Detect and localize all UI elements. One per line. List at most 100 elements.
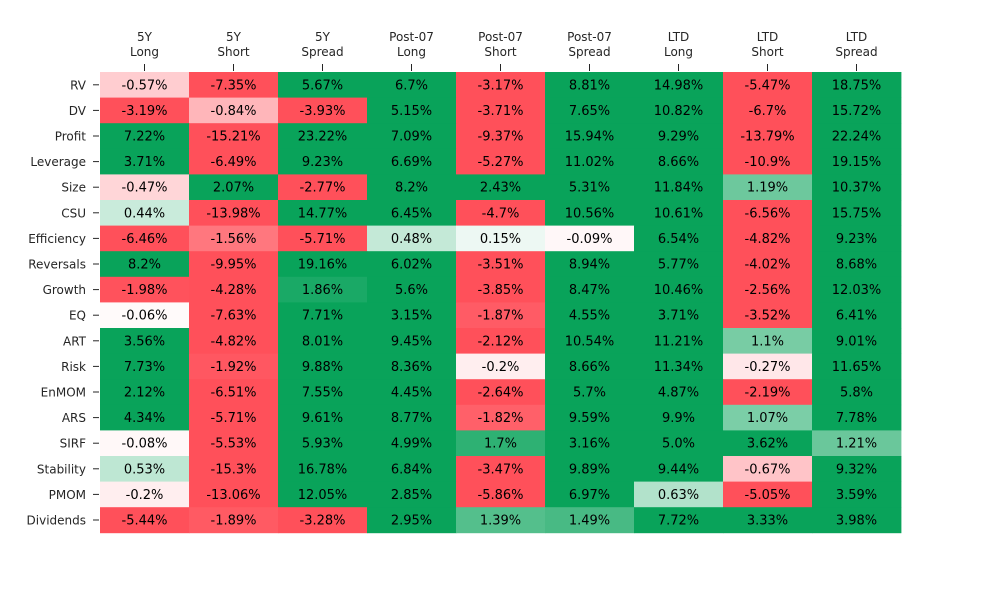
heatmap-cell (278, 353, 368, 380)
heatmap-cell (634, 72, 724, 98)
heatmap-cell (634, 97, 724, 124)
row-label: Risk (61, 360, 86, 374)
heatmap-cell (456, 276, 546, 303)
cell-value-label: 3.33% (747, 514, 788, 529)
heatmap-cell (100, 430, 190, 457)
heatmap-cell (189, 481, 279, 508)
cell-value-label: 6.41% (836, 309, 877, 324)
heatmap-cell (634, 302, 724, 329)
heatmap-cell (812, 430, 902, 457)
heatmap-cell (278, 174, 368, 201)
heatmap-cell (456, 353, 546, 380)
cell-value-label: -1.82% (478, 411, 524, 426)
cell-value-label: 3.59% (836, 488, 877, 503)
cell-value-label: 3.15% (391, 309, 432, 324)
heatmap-cell (812, 353, 902, 380)
cell-value-label: 9.29% (658, 130, 699, 145)
cell-value-label: 0.48% (391, 232, 432, 247)
row-label: ARS (62, 411, 86, 425)
column-label: Post-07 Long (389, 30, 434, 59)
heatmap-cell (189, 72, 279, 98)
row-label: Leverage (30, 155, 86, 169)
heatmap-cell (367, 404, 457, 431)
cell-value-label: 7.71% (302, 309, 343, 324)
heatmap-cell (367, 328, 457, 354)
cell-value-label: 9.23% (302, 155, 343, 170)
heatmap-cell (367, 302, 457, 329)
cell-value-label: 3.62% (747, 437, 788, 452)
heatmap-cell (456, 200, 546, 226)
heatmap-cell (278, 225, 368, 252)
heatmap-cell (812, 123, 902, 150)
column-label: 5Y Spread (301, 30, 343, 59)
heatmap-cell (456, 379, 546, 406)
cell-value-label: -5.27% (478, 155, 524, 170)
cell-value-label: 5.67% (302, 78, 343, 93)
cell-value-label: 3.71% (658, 309, 699, 324)
heatmap-cell (812, 302, 902, 329)
cell-value-label: -2.19% (745, 386, 791, 401)
cell-value-label: -2.56% (745, 283, 791, 298)
heatmap-cell (278, 481, 368, 508)
cell-value-label: -0.09% (567, 232, 613, 247)
heatmap-cell (100, 404, 190, 431)
cell-value-label: -7.35% (211, 78, 257, 93)
heatmap-cell (634, 200, 724, 226)
heatmap-cell (723, 251, 813, 278)
cell-value-label: 6.45% (391, 206, 432, 221)
cell-value-label: 10.54% (565, 334, 615, 349)
cell-value-label: 9.32% (836, 462, 877, 477)
cell-value-label: 11.21% (654, 334, 704, 349)
heatmap-cell (545, 123, 635, 150)
heatmap-cell (367, 276, 457, 303)
cell-value-label: -0.47% (122, 181, 168, 196)
heatmap-cell (189, 225, 279, 252)
heatmap-cell (634, 174, 724, 201)
column-label: LTD Short (751, 30, 783, 59)
heatmap-cell (456, 456, 546, 482)
cell-value-label: 7.09% (391, 130, 432, 145)
cell-value-label: -15.21% (206, 130, 260, 145)
cell-value-label: 7.65% (569, 104, 610, 119)
cell-value-label: 8.81% (569, 78, 610, 93)
column-label: Post-07 Spread (567, 30, 612, 59)
heatmap-cell (456, 123, 546, 150)
cell-value-label: 1.21% (836, 437, 877, 452)
heatmap-cell (812, 251, 902, 278)
heatmap-cell (545, 430, 635, 457)
cell-value-label: 12.03% (832, 283, 882, 298)
cell-value-label: 5.31% (569, 181, 610, 196)
cell-value-label: -2.64% (478, 386, 524, 401)
cell-value-label: -13.06% (206, 488, 260, 503)
cell-value-label: -0.84% (211, 104, 257, 119)
heatmap-cell (189, 328, 279, 354)
cell-value-label: 2.43% (480, 181, 521, 196)
cell-value-label: -0.08% (122, 437, 168, 452)
cell-value-label: -4.28% (211, 283, 257, 298)
heatmap-cell (545, 72, 635, 98)
heatmap-cell (456, 97, 546, 124)
heatmap-cell (634, 456, 724, 482)
heatmap-cell (189, 404, 279, 431)
cell-value-label: -5.71% (300, 232, 346, 247)
heatmap-cell (723, 200, 813, 226)
cell-value-label: -13.79% (740, 130, 794, 145)
cell-value-label: 5.8% (840, 386, 873, 401)
cell-value-label: -3.17% (478, 78, 524, 93)
heatmap-cell (723, 404, 813, 431)
heatmap-cell (723, 302, 813, 329)
cell-value-label: 6.02% (391, 258, 432, 273)
cell-value-label: -3.19% (122, 104, 168, 119)
heatmap-cell (278, 507, 368, 534)
heatmap-cell (278, 123, 368, 150)
heatmap-cell (367, 72, 457, 98)
cell-value-label: 2.85% (391, 488, 432, 503)
cell-value-label: 9.23% (836, 232, 877, 247)
cell-value-label: 3.16% (569, 437, 610, 452)
cell-value-label: 15.75% (832, 206, 882, 221)
cell-value-label: 8.01% (302, 334, 343, 349)
cell-value-label: 19.16% (298, 258, 348, 273)
cell-value-label: 10.56% (565, 206, 615, 221)
cell-value-label: -5.86% (478, 488, 524, 503)
